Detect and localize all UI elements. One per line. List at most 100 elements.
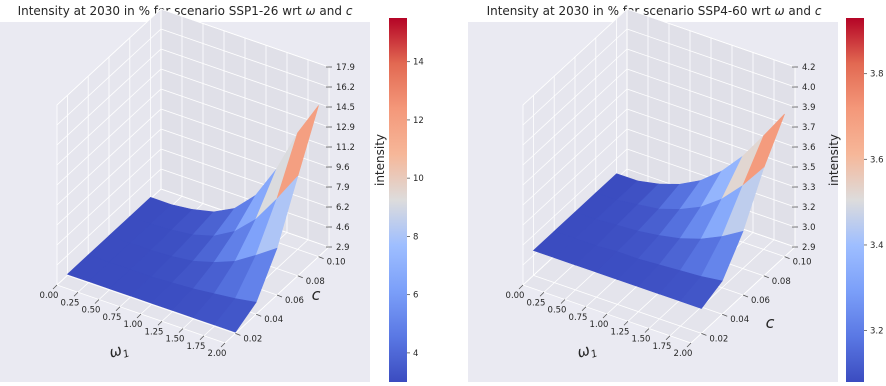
y-tick-mark (256, 313, 262, 317)
x-tick-mark (73, 291, 79, 297)
z-axis-label: intensity (827, 134, 841, 186)
grid-line (626, 28, 796, 88)
y-tick-label: 0.04 (730, 315, 749, 325)
colorbar-tick-label: 10 (413, 174, 424, 184)
y-tick-mark (763, 275, 769, 279)
x-tick-mark (178, 328, 184, 333)
z-tick-label: 4.2 (802, 63, 816, 73)
x-tick-label: 0.75 (569, 313, 588, 323)
grid-line (160, 68, 330, 128)
colorbar: 3.2 3.4 3.6 3.8 (846, 18, 884, 382)
x-tick-mark (115, 306, 121, 312)
grid-line (56, 8, 162, 106)
surface-chart-ssp4-60: Intensity at 2030 in % for scenario SSP4… (468, 4, 884, 382)
y-axis-label: c (766, 313, 775, 332)
grid-line (522, 28, 628, 126)
surface-mesh (66, 105, 319, 333)
grid-line (522, 68, 628, 166)
x-tick-mark (157, 320, 163, 326)
z-tick-label: 14.5 (336, 103, 355, 113)
y-tick-label: 0.06 (285, 296, 304, 306)
x-tick-mark (581, 306, 587, 312)
grid-line (626, 68, 796, 128)
grid-line (160, 8, 330, 68)
grid-line (522, 88, 628, 186)
z-axis-ticks: 2.9 4.6 6.2 7.9 9.6 11.2 12.9 14.5 16.2 17.9 (326, 63, 355, 253)
grid-line (160, 28, 330, 88)
x-tick-mark (94, 299, 100, 304)
colorbar-tick-label: 6 (413, 291, 418, 301)
grid-line (626, 128, 796, 188)
chart-title: Intensity at 2030 in % for scenario SSP4… (487, 4, 822, 18)
colorbar-tick-label: 14 (413, 58, 424, 68)
y-tick-mark (742, 294, 749, 298)
x-tick-label: 1.25 (611, 327, 630, 337)
grid-line (626, 48, 796, 108)
y-tick-label: 0.02 (243, 334, 262, 344)
y-tick-mark (701, 333, 707, 336)
colorbar-tick-label: 8 (413, 232, 418, 242)
x-tick-mark (686, 342, 692, 348)
y-tick-mark (297, 275, 303, 279)
x-tick-label: 1.50 (166, 335, 185, 345)
x-tick-label: 1.00 (590, 320, 609, 330)
grid-line (56, 108, 162, 206)
z-tick-label: 3.5 (802, 163, 816, 173)
colorbar-tick-label: 12 (413, 116, 424, 126)
colorbar-tick-label: 3.4 (870, 241, 884, 251)
y-tick-mark (784, 256, 790, 259)
grid-line (522, 8, 628, 106)
y-tick-mark (722, 313, 728, 317)
z-tick-label: 2.9 (802, 243, 816, 253)
colorbar-tick-label: 4 (413, 349, 418, 359)
z-tick-label: 6.2 (336, 203, 350, 213)
chart-title: Intensity at 2030 in % for scenario SSP1… (18, 4, 353, 18)
grid-line (56, 28, 162, 126)
x-tick-label: 0.75 (103, 313, 122, 323)
grid-line (522, 108, 628, 206)
z-tick-label: 9.6 (336, 163, 350, 173)
x-tick-mark (644, 328, 650, 333)
x-tick-label: 1.75 (187, 342, 206, 352)
y-tick-label: 0.10 (793, 258, 812, 268)
y-axis-ticks: 0.020.040.060.080.10 (701, 256, 812, 344)
z-tick-label: 17.9 (336, 63, 355, 73)
x-tick-label: 0.25 (61, 298, 80, 308)
x-axis-label: ω1 (575, 339, 600, 365)
z-axis-label: intensity (373, 134, 387, 186)
z-tick-label: 3.9 (802, 103, 816, 113)
colorbar-ticks: 3.2 3.4 3.6 3.8 (864, 70, 884, 337)
z-tick-label: 3.0 (802, 223, 816, 233)
y-axis-ticks: 0.020.040.060.080.10 (235, 256, 346, 344)
grid-line (56, 68, 162, 166)
z-tick-label: 7.9 (336, 183, 350, 193)
z-tick-label: 3.2 (802, 203, 816, 213)
y-tick-mark (318, 256, 324, 259)
x-tick-label: 1.75 (653, 342, 672, 352)
x-tick-label: 2.00 (674, 349, 693, 359)
x-tick-mark (602, 313, 608, 319)
surface-mesh (532, 113, 785, 309)
grid-line (522, 48, 628, 146)
x-tick-label: 1.00 (124, 320, 143, 330)
grid-line (56, 88, 162, 186)
x-tick-mark (623, 320, 629, 326)
x-tick-mark (539, 291, 545, 297)
z-tick-label: 16.2 (336, 83, 355, 93)
x-tick-mark (220, 342, 226, 348)
grid-line (626, 8, 796, 68)
y-tick-label: 0.04 (264, 315, 283, 325)
colorbar-tick-label: 3.6 (870, 155, 884, 165)
z-tick-label: 11.2 (336, 143, 355, 153)
z-tick-label: 4.0 (802, 83, 816, 93)
y-axis-label: c (312, 285, 321, 304)
grid-line (56, 128, 162, 226)
x-axis-ticks: 0.000.250.500.751.001.251.501.752.00 (506, 284, 693, 359)
grid-line (522, 128, 628, 226)
colorbar-gradient (389, 18, 407, 382)
grid-line (522, 148, 628, 246)
y-tick-mark (235, 333, 241, 336)
x-tick-label: 1.25 (145, 327, 164, 337)
